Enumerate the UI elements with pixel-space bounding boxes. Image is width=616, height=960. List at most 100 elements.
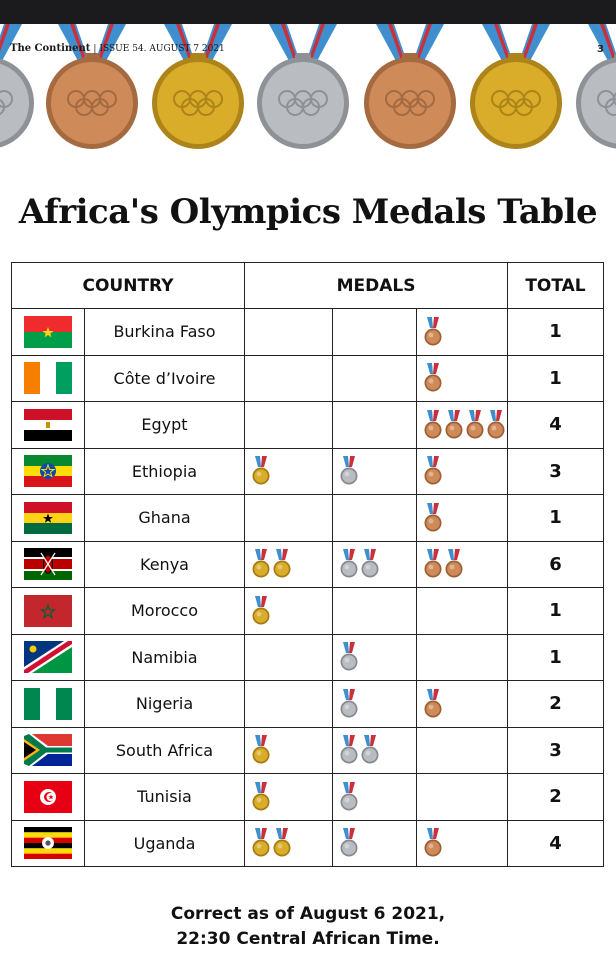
- total-count: 1: [507, 633, 604, 681]
- silver-medal-icon: [339, 688, 360, 718]
- bronze-medal-icon: [423, 316, 444, 346]
- gold-medal-icon: [251, 595, 272, 625]
- silver-medal-icon: [339, 549, 360, 578]
- gold-medals-cell: [244, 447, 333, 495]
- country-name: Ghana: [84, 494, 245, 542]
- bronze-medal-icon: [423, 363, 444, 392]
- gold-medals-cell: [244, 726, 333, 774]
- total-count: 1: [507, 494, 604, 542]
- silver-medal-icon: [339, 828, 360, 857]
- footer-line-2: 22:30 Central African Time.: [176, 929, 440, 949]
- table-row: Morocco 1: [11, 587, 604, 635]
- gold-medal-icon: [272, 549, 293, 578]
- table-row: Ghana 1: [11, 494, 604, 542]
- bronze-medals-cell: [416, 494, 508, 542]
- flag-kenya: [11, 540, 85, 588]
- country-name: Kenya: [84, 540, 245, 588]
- gold-medals-cell: [244, 680, 333, 728]
- publication-line: The Continent | ISSUE 54. AUGUST 7 2021: [10, 43, 225, 54]
- footer-note: Correct as of August 6 2021, 22:30 Centr…: [0, 902, 616, 952]
- silver-medals-cell: [332, 494, 417, 542]
- silver-medals-cell: [332, 726, 417, 774]
- column-header-total: TOTAL: [507, 262, 604, 309]
- bronze-medals-cell: [416, 587, 508, 635]
- bronze-medal-icon: [423, 409, 444, 439]
- total-count: 1: [507, 354, 604, 402]
- table-row: Nigeria 2: [11, 680, 604, 728]
- country-name: Namibia: [84, 633, 245, 681]
- silver-medals-cell: [332, 401, 417, 449]
- table-row: Burkina Faso 1: [11, 308, 604, 356]
- bronze-medal-icon: [465, 409, 486, 439]
- flag-namibia: [11, 633, 85, 681]
- gold-medals-cell: [244, 587, 333, 635]
- flag-south-africa: [11, 726, 85, 774]
- gold-medals-cell: [244, 540, 333, 588]
- gold-medals-cell: [244, 308, 333, 356]
- bronze-medals-cell: [416, 447, 508, 495]
- table-row: Uganda 4: [11, 819, 604, 867]
- flag-nigeria: [11, 680, 85, 728]
- bronze-medals-cell: [416, 680, 508, 728]
- silver-medals-cell: [332, 308, 417, 356]
- bronze-medals-cell: [416, 401, 508, 449]
- gold-medal-icon: [251, 828, 272, 857]
- total-count: 3: [507, 447, 604, 495]
- bronze-medal-icon: [423, 549, 444, 578]
- country-name: Ethiopia: [84, 447, 245, 495]
- bronze-medals-cell: [416, 354, 508, 402]
- flag-ethiopia: [11, 447, 85, 495]
- medals-banner: [0, 0, 616, 160]
- bronze-medals-cell: [416, 308, 508, 356]
- separator: |: [93, 44, 97, 54]
- country-name: South Africa: [84, 726, 245, 774]
- silver-medal-icon: [339, 456, 360, 485]
- bronze-medal-icon: [423, 502, 444, 532]
- flag-ghana: [11, 494, 85, 542]
- country-name: Tunisia: [84, 773, 245, 821]
- country-name: Morocco: [84, 587, 245, 635]
- table-row: South Africa 3: [11, 726, 604, 774]
- gold-medal-icon: [251, 735, 272, 764]
- medals-table: COUNTRY MEDALS TOTAL Burkina Faso 1 Côte …: [11, 262, 604, 867]
- total-count: 6: [507, 540, 604, 588]
- table-header-row: COUNTRY MEDALS TOTAL: [11, 262, 604, 309]
- footer-line-1: Correct as of August 6 2021,: [170, 904, 446, 924]
- bronze-medals-cell: [416, 819, 508, 867]
- country-name: Burkina Faso: [84, 308, 245, 356]
- table-row: Namibia 1: [11, 633, 604, 681]
- column-header-medals: MEDALS: [244, 262, 508, 309]
- flag-tunisia: [11, 773, 85, 821]
- gold-medals-cell: [244, 819, 333, 867]
- total-count: 1: [507, 587, 604, 635]
- flag-morocco: [11, 587, 85, 635]
- bronze-medal-icon: [423, 688, 444, 718]
- bronze-medal-icon: [423, 456, 444, 485]
- flag-cote-divoire: [11, 354, 85, 402]
- bronze-medal-icon: [444, 549, 465, 578]
- country-name: Côte d’Ivoire: [84, 354, 245, 402]
- table-row: Côte d’Ivoire 1: [11, 354, 604, 402]
- silver-medal-icon: [360, 735, 381, 764]
- silver-medal-icon: [339, 781, 360, 811]
- table-row: Egypt 4: [11, 401, 604, 449]
- page-title: Africa's Olympics Medals Table: [18, 192, 598, 232]
- flag-burkina-faso: [11, 308, 85, 356]
- bronze-medal-icon: [444, 409, 465, 439]
- bronze-medals-cell: [416, 633, 508, 681]
- country-name: Nigeria: [84, 680, 245, 728]
- total-count: 2: [507, 680, 604, 728]
- gold-medal-icon: [272, 828, 293, 857]
- bronze-medal-icon: [486, 409, 507, 439]
- country-name: Egypt: [84, 401, 245, 449]
- silver-medals-cell: [332, 354, 417, 402]
- silver-medals-cell: [332, 633, 417, 681]
- total-count: 4: [507, 819, 604, 867]
- total-count: 4: [507, 401, 604, 449]
- silver-medals-cell: [332, 447, 417, 495]
- issue-label: ISSUE 54. AUGUST 7 2021: [99, 44, 225, 54]
- silver-medals-cell: [332, 819, 417, 867]
- bronze-medals-cell: [416, 773, 508, 821]
- gold-medal-icon: [251, 549, 272, 578]
- bronze-medals-cell: [416, 726, 508, 774]
